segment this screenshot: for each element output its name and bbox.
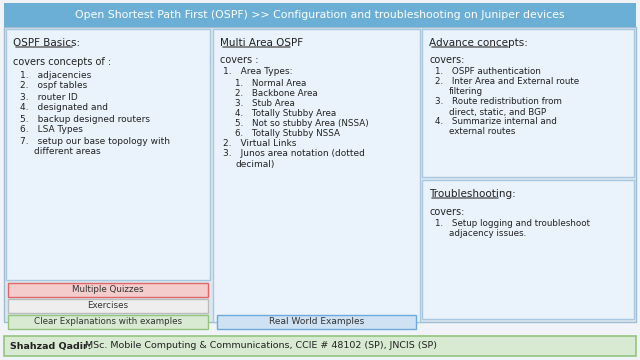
Text: adjacency issues.: adjacency issues.	[449, 230, 526, 238]
Text: covers:: covers:	[429, 55, 465, 65]
Text: 2. Virtual Links: 2. Virtual Links	[223, 139, 296, 148]
Text: Shahzad Qadir:: Shahzad Qadir:	[10, 342, 92, 351]
Text: Exercises: Exercises	[88, 302, 129, 310]
Text: 3. Stub Area: 3. Stub Area	[235, 99, 295, 108]
Bar	[4, 27, 636, 322]
Bar	[8, 283, 208, 297]
Text: different areas: different areas	[34, 148, 100, 157]
Text: Advance concepts:: Advance concepts:	[429, 38, 528, 48]
Text: 1. OSPF authentication: 1. OSPF authentication	[435, 68, 541, 77]
Text: covers:: covers:	[429, 207, 465, 217]
Bar	[213, 29, 420, 322]
Text: covers concepts of :: covers concepts of :	[13, 57, 111, 67]
Bar	[422, 29, 634, 177]
Text: filtering: filtering	[449, 87, 483, 96]
Text: Real World Examples: Real World Examples	[269, 318, 364, 327]
Text: 4. Totally Stubby Area: 4. Totally Stubby Area	[235, 108, 336, 117]
Bar	[4, 3, 636, 27]
Text: Multiple Quizzes: Multiple Quizzes	[72, 285, 144, 294]
Text: Multi Area OSPF: Multi Area OSPF	[220, 38, 303, 48]
Text: 7. setup our base topology with: 7. setup our base topology with	[20, 136, 170, 145]
Text: 5. backup designed routers: 5. backup designed routers	[20, 114, 150, 123]
Text: 6. LSA Types: 6. LSA Types	[20, 126, 83, 135]
Text: MSc. Mobile Computing & Communications, CCIE # 48102 (SP), JNCIS (SP): MSc. Mobile Computing & Communications, …	[82, 342, 437, 351]
Text: 1. Normal Area: 1. Normal Area	[235, 78, 307, 87]
Text: 1. Setup logging and troubleshoot: 1. Setup logging and troubleshoot	[435, 220, 590, 229]
Text: 3. Junos area notation (dotted: 3. Junos area notation (dotted	[223, 149, 365, 158]
Text: 1. adjacencies: 1. adjacencies	[20, 71, 92, 80]
Bar	[6, 29, 210, 280]
Text: 2. Backbone Area: 2. Backbone Area	[235, 89, 317, 98]
Text: OSPF Basics:: OSPF Basics:	[13, 38, 80, 48]
Text: covers :: covers :	[220, 55, 259, 65]
Text: decimal): decimal)	[235, 161, 275, 170]
Text: 4. designated and: 4. designated and	[20, 104, 108, 112]
Text: 6. Totally Stubby NSSA: 6. Totally Stubby NSSA	[235, 129, 340, 138]
Text: 1. Area Types:: 1. Area Types:	[223, 68, 292, 77]
Text: Troubleshooting:: Troubleshooting:	[429, 189, 516, 199]
Bar	[217, 315, 416, 329]
Text: 5. Not so stubby Area (NSSA): 5. Not so stubby Area (NSSA)	[235, 118, 369, 127]
Text: 2. ospf tables: 2. ospf tables	[20, 81, 87, 90]
Bar	[4, 336, 636, 356]
Text: Clear Explanations with examples: Clear Explanations with examples	[34, 318, 182, 327]
Bar	[8, 299, 208, 313]
Text: direct, static, and BGP: direct, static, and BGP	[449, 108, 546, 117]
Text: Open Shortest Path First (OSPF) >> Configuration and troubleshooting on Juniper : Open Shortest Path First (OSPF) >> Confi…	[76, 10, 564, 20]
Text: 2. Inter Area and External route: 2. Inter Area and External route	[435, 77, 579, 86]
Text: 3. Route redistribution from: 3. Route redistribution from	[435, 98, 562, 107]
Text: 4. Summarize internal and: 4. Summarize internal and	[435, 117, 557, 126]
Bar	[422, 180, 634, 319]
Bar	[8, 315, 208, 329]
Text: external routes: external routes	[449, 127, 515, 136]
Text: 3. router ID: 3. router ID	[20, 93, 77, 102]
